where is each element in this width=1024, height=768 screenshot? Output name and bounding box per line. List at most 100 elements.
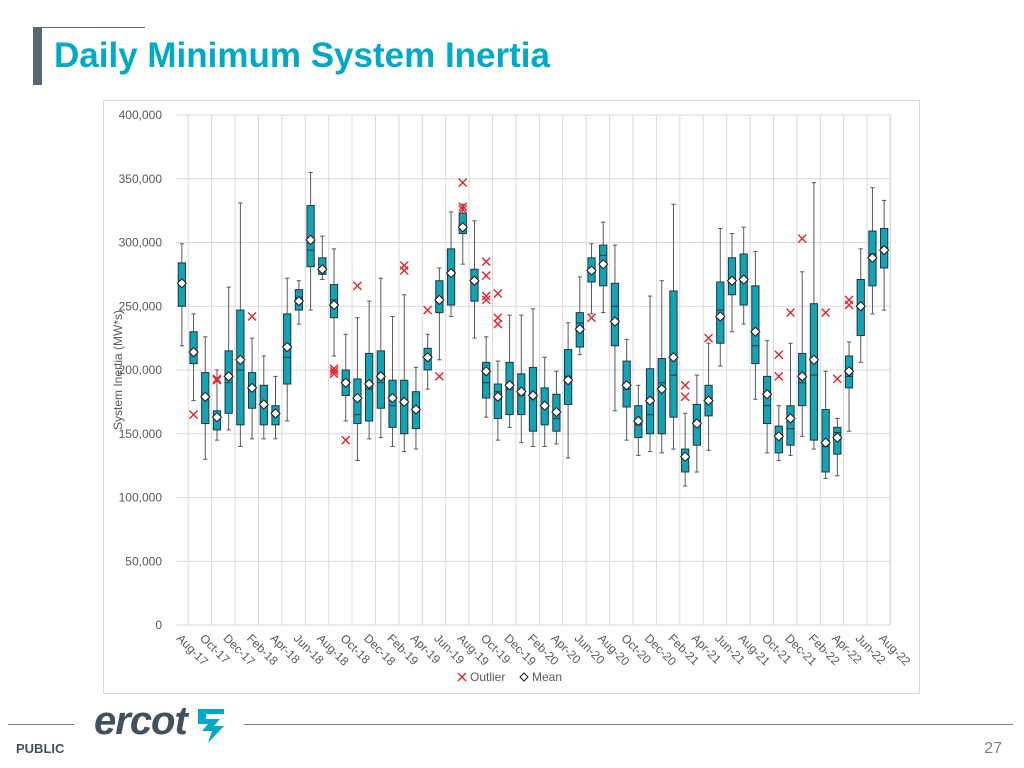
- box-jan-19: [375, 277, 387, 439]
- mean-marker: [223, 371, 234, 382]
- y-tick-label: 300,000: [119, 236, 163, 250]
- mean-marker: [633, 415, 644, 427]
- box-jul-22: [867, 187, 878, 315]
- box-oct-17: [200, 336, 211, 460]
- mean-marker: [363, 378, 375, 390]
- iqr-box: [786, 405, 795, 446]
- outlier-marker: [247, 311, 257, 321]
- iqr-box: [236, 309, 245, 426]
- y-tick-label: 400,000: [119, 108, 163, 122]
- legend-mean-label: Mean: [532, 670, 562, 684]
- mean-marker: [562, 374, 574, 386]
- mean-marker: [270, 408, 281, 419]
- box-sep-20: [609, 244, 621, 412]
- mean-marker: [340, 377, 351, 388]
- mean-marker: [188, 346, 199, 358]
- mean-marker: [867, 252, 878, 264]
- mean-marker: [399, 396, 410, 408]
- outlier-marker: [832, 374, 842, 384]
- mean-marker: [469, 275, 480, 286]
- mean-marker: [492, 391, 504, 402]
- mean-marker: [738, 274, 749, 285]
- y-tick-label: 0: [155, 618, 162, 632]
- iqr-box: [610, 282, 620, 347]
- mean-marker: [797, 371, 808, 382]
- box-jun-21: [715, 227, 726, 367]
- mean-marker: [644, 395, 656, 406]
- legend: Outlier Mean: [457, 670, 562, 684]
- box-mar-20: [539, 356, 550, 447]
- outlier-marker: [797, 234, 807, 244]
- box-feb-21: [668, 203, 679, 450]
- box-aug-17: [176, 243, 188, 347]
- outlier-marker: [423, 305, 433, 315]
- y-tick-label: 150,000: [119, 427, 163, 441]
- outlier-marker: [680, 380, 690, 390]
- box-plot-chart: 0 50,000 100,000 150,000 200,000 250,000 300,0…: [111, 108, 914, 684]
- mean-marker: [516, 386, 527, 397]
- mean-marker: [527, 390, 539, 401]
- mean-marker: [832, 432, 843, 443]
- box-dec-20: [644, 295, 656, 453]
- box-oct-20: [621, 338, 632, 441]
- outlier-marker: [821, 308, 831, 318]
- box-sep-21: [750, 250, 761, 400]
- mean-marker: [785, 413, 796, 424]
- mean-marker: [434, 294, 445, 306]
- outlier-marker: [493, 313, 503, 323]
- mean-marker: [281, 341, 293, 353]
- outlier-marker: [458, 204, 468, 214]
- box-mar-21: [679, 380, 691, 487]
- box-feb-19: [387, 315, 398, 447]
- y-tick-label: 200,000: [119, 363, 163, 377]
- mean-marker: [176, 278, 188, 289]
- mean-marker: [504, 380, 515, 391]
- mean-marker: [445, 267, 457, 279]
- mean-marker: [246, 382, 258, 394]
- mean-marker: [539, 400, 550, 411]
- box-feb-20: [527, 308, 539, 447]
- legend-mean-icon: [519, 672, 529, 682]
- logo-bolt-icon: [198, 709, 224, 743]
- box-jun-19: [434, 267, 445, 381]
- mean-marker: [387, 392, 398, 404]
- box-dec-17: [223, 286, 234, 431]
- mean-marker: [808, 354, 820, 366]
- mean-marker: [726, 275, 738, 286]
- outlier-marker: [704, 333, 714, 343]
- box-may-21: [703, 333, 714, 451]
- mean-marker: [715, 311, 726, 322]
- title-accent: [33, 27, 42, 85]
- mean-marker: [656, 383, 667, 395]
- chart-frame: 0 50,000 100,000 150,000 200,000 250,000 300,0…: [103, 100, 920, 694]
- mean-marker: [574, 323, 586, 335]
- box-oct-18: [340, 333, 351, 445]
- box-jul-19: [445, 211, 457, 317]
- page-number: 27: [984, 740, 1002, 757]
- box-nov-21: [773, 350, 785, 462]
- box-jun-22: [855, 248, 866, 363]
- outlier-marker: [458, 202, 468, 212]
- outlier-marker: [329, 364, 339, 374]
- box-jul-20: [586, 243, 597, 323]
- box-mar-22: [820, 308, 831, 479]
- outlier-marker: [587, 313, 597, 323]
- box-may-22: [843, 295, 855, 432]
- box-aug-21: [738, 226, 749, 325]
- iqr-box: [751, 285, 760, 365]
- legend-outlier-icon: [457, 672, 467, 682]
- logo-wordmark: ercot: [94, 699, 188, 743]
- y-axis-label: System Inertia (MW*s): [111, 310, 125, 430]
- box-oct-19: [480, 257, 492, 418]
- mean-marker: [235, 354, 246, 366]
- legend-outlier-label: Outlier: [470, 670, 505, 684]
- mean-marker: [258, 399, 269, 410]
- mean-marker: [773, 431, 785, 442]
- box-apr-18: [270, 375, 281, 440]
- mean-marker: [668, 352, 679, 363]
- box-jan-22: [797, 234, 808, 437]
- box-nov-18: [352, 281, 363, 462]
- mean-marker: [855, 301, 866, 312]
- outlier-marker: [212, 375, 222, 385]
- box-jan-18: [235, 202, 246, 447]
